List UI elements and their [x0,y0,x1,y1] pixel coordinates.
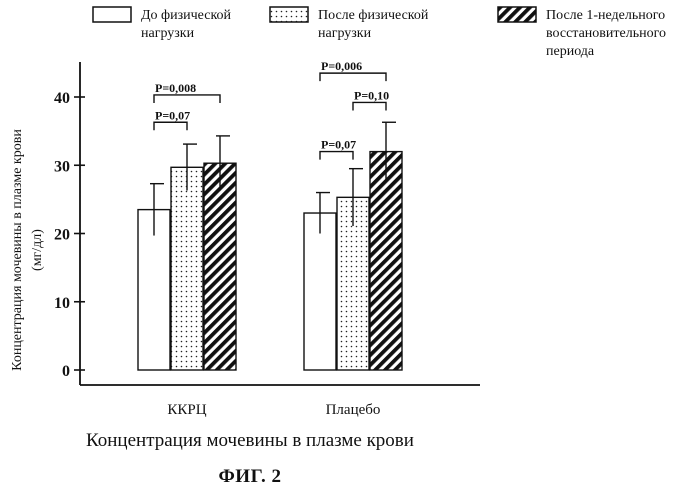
legend-item: После физической нагрузки [270,7,429,41]
y-axis-unit: (мг/дл) [30,229,45,271]
significance-bracket: P=0,006 [320,59,386,81]
significance-bracket: P=0,07 [320,138,356,160]
p-value-label: P=0,10 [354,88,389,102]
legend: До физической нагрузки После физической наг… [93,7,666,59]
legend-label: После физической [318,8,429,23]
y-tick-label: 0 [62,363,70,380]
bar [204,163,236,370]
bar [304,213,336,370]
legend-label: восстановительного [546,26,666,41]
legend-label: После 1-недельного [546,8,665,23]
y-axis: 0 10 20 30 40 Концентрация мочевины в плазме … [10,62,85,385]
legend-label: До физической [141,8,232,23]
bars [138,122,402,370]
legend-item: До физической нагрузки [93,7,232,41]
legend-label: нагрузки [318,26,372,41]
legend-item: После 1-недельного восстановительного пери… [498,7,666,59]
bar [171,167,203,370]
legend-swatch [498,7,536,22]
y-axis-label: Концентрация мочевины в плазме крови [10,129,25,371]
p-value-label: P=0,008 [155,81,196,95]
legend-swatch [270,7,308,22]
legend-label: нагрузки [141,26,195,41]
bracket-line [353,102,386,110]
legend-label: периода [546,44,595,59]
bracket-line [320,73,386,81]
legend-swatch [93,7,131,22]
p-value-label: P=0,07 [321,138,356,152]
bracket-line [154,95,220,103]
significance-bracket: P=0,10 [353,88,389,110]
figure-caption: Концентрация мочевины в плазме крови [0,430,500,452]
bar [370,152,402,370]
y-tick-label: 10 [54,295,70,312]
y-tick-label: 40 [54,90,70,107]
x-axis: ККРЦ Плацебо [80,385,480,418]
bracket-line [154,122,187,130]
p-value-label: P=0,07 [155,108,190,122]
figure-label: ФИГ. 2 [0,466,500,488]
bracket-line [320,152,353,160]
significance-bracket: P=0,07 [154,108,190,130]
x-tick-label: Плацебо [326,402,381,418]
p-value-label: P=0,006 [321,59,362,73]
x-tick-label: ККРЦ [167,402,206,418]
bar-chart: До физической нагрузки После физической наг… [0,0,700,430]
y-tick-label: 20 [54,227,70,244]
significance-bracket: P=0,008 [154,81,220,103]
y-tick-label: 30 [54,158,70,175]
